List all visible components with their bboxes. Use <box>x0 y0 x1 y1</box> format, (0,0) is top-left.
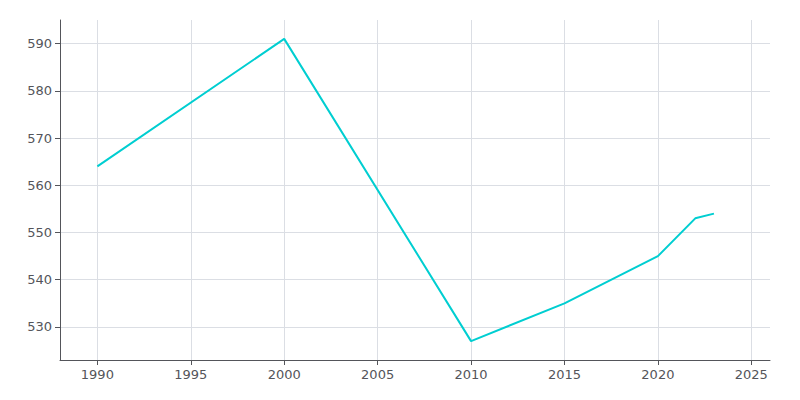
svg-text:560: 560 <box>27 178 52 193</box>
svg-text:1990: 1990 <box>81 367 114 382</box>
svg-text:1995: 1995 <box>174 367 207 382</box>
svg-text:2000: 2000 <box>268 367 301 382</box>
svg-text:2015: 2015 <box>548 367 581 382</box>
svg-text:550: 550 <box>27 225 52 240</box>
svg-text:530: 530 <box>27 319 52 334</box>
svg-text:2005: 2005 <box>361 367 394 382</box>
svg-text:2020: 2020 <box>641 367 674 382</box>
svg-text:570: 570 <box>27 131 52 146</box>
svg-text:540: 540 <box>27 272 52 287</box>
svg-text:2010: 2010 <box>455 367 488 382</box>
svg-text:590: 590 <box>27 36 52 51</box>
svg-text:2025: 2025 <box>735 367 768 382</box>
svg-text:580: 580 <box>27 83 52 98</box>
